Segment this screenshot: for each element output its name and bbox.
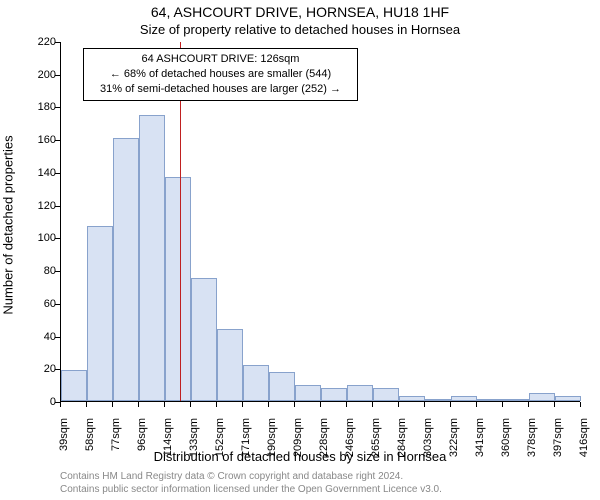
x-tick-mark [398, 402, 399, 407]
y-tick-label: 200 [32, 69, 56, 81]
y-tick-label: 140 [32, 167, 56, 179]
x-tick-mark [554, 402, 555, 407]
x-tick-mark [190, 402, 191, 407]
x-tick-label: 96sqm [136, 418, 148, 462]
credits-line-2: Contains public sector information licen… [60, 484, 442, 497]
x-tick-label: 190sqm [266, 418, 278, 462]
x-tick-mark [424, 402, 425, 407]
annotation-box: 64 ASHCOURT DRIVE: 126sqm← 68% of detach… [83, 48, 358, 101]
y-tick-label: 80 [32, 265, 56, 277]
x-tick-label: 228sqm [318, 418, 330, 462]
x-tick-label: 341sqm [474, 418, 486, 462]
annotation-line: 31% of semi-detached houses are larger (… [90, 82, 351, 97]
y-tick-label: 120 [32, 200, 56, 212]
x-tick-label: 209sqm [292, 418, 304, 462]
y-tick-label: 220 [32, 36, 56, 48]
chart-subtitle: Size of property relative to detached ho… [0, 22, 600, 37]
x-tick-label: 265sqm [370, 418, 382, 462]
y-tick-mark [55, 42, 60, 43]
y-tick-mark [55, 271, 60, 272]
plot-area: 64 ASHCOURT DRIVE: 126sqm← 68% of detach… [60, 42, 580, 402]
x-tick-label: 58sqm [84, 418, 96, 462]
y-tick-label: 60 [32, 298, 56, 310]
histogram-bar [87, 226, 113, 401]
y-tick-mark [55, 369, 60, 370]
histogram-bar [243, 365, 269, 401]
chart-title: 64, ASHCOURT DRIVE, HORNSEA, HU18 1HF [0, 4, 600, 20]
x-tick-mark [268, 402, 269, 407]
y-tick-mark [55, 173, 60, 174]
annotation-line: 64 ASHCOURT DRIVE: 126sqm [90, 52, 351, 67]
x-tick-mark [320, 402, 321, 407]
y-tick-label: 40 [32, 331, 56, 343]
x-tick-mark [138, 402, 139, 407]
x-tick-label: 171sqm [240, 418, 252, 462]
histogram-bar [165, 177, 191, 401]
credits-line-1: Contains HM Land Registry data © Crown c… [60, 471, 442, 484]
x-tick-mark [580, 402, 581, 407]
histogram-bar [295, 385, 321, 401]
y-tick-label: 180 [32, 101, 56, 113]
histogram-bar [139, 115, 165, 401]
x-tick-label: 303sqm [422, 418, 434, 462]
histogram-bar [399, 396, 425, 401]
y-tick-mark [55, 140, 60, 141]
x-tick-mark [476, 402, 477, 407]
histogram-bar [191, 278, 217, 401]
y-tick-mark [55, 75, 60, 76]
x-tick-label: 77sqm [110, 418, 122, 462]
x-tick-mark [112, 402, 113, 407]
x-tick-label: 39sqm [58, 418, 70, 462]
x-tick-mark [372, 402, 373, 407]
histogram-bar [425, 399, 451, 401]
x-tick-mark [294, 402, 295, 407]
y-tick-mark [55, 238, 60, 239]
y-tick-mark [55, 304, 60, 305]
x-tick-label: 284sqm [396, 418, 408, 462]
histogram-bar [217, 329, 243, 401]
x-tick-label: 133sqm [188, 418, 200, 462]
histogram-bar [373, 388, 399, 401]
x-tick-label: 152sqm [214, 418, 226, 462]
histogram-bar [503, 399, 529, 401]
x-tick-mark [164, 402, 165, 407]
x-tick-mark [86, 402, 87, 407]
y-tick-mark [55, 206, 60, 207]
x-tick-mark [60, 402, 61, 407]
x-tick-mark [450, 402, 451, 407]
histogram-bar [113, 138, 139, 401]
figure-container: 64, ASHCOURT DRIVE, HORNSEA, HU18 1HF Si… [0, 0, 600, 500]
x-tick-label: 322sqm [448, 418, 460, 462]
y-tick-mark [55, 337, 60, 338]
histogram-bar [347, 385, 373, 401]
x-tick-mark [502, 402, 503, 407]
histogram-bar [555, 396, 581, 401]
x-tick-label: 397sqm [552, 418, 564, 462]
x-tick-mark [242, 402, 243, 407]
x-tick-mark [346, 402, 347, 407]
x-tick-mark [528, 402, 529, 407]
x-tick-label: 246sqm [344, 418, 356, 462]
histogram-bar [529, 393, 555, 401]
x-tick-label: 114sqm [162, 418, 174, 462]
y-axis-label: Number of detached properties [1, 135, 16, 314]
x-tick-mark [216, 402, 217, 407]
histogram-bar [477, 399, 503, 401]
y-tick-label: 0 [32, 396, 56, 408]
histogram-bar [61, 370, 87, 401]
histogram-bar [269, 372, 295, 401]
x-tick-label: 378sqm [526, 418, 538, 462]
x-tick-label: 416sqm [578, 418, 590, 462]
y-tick-label: 160 [32, 134, 56, 146]
y-tick-label: 100 [32, 232, 56, 244]
credits-block: Contains HM Land Registry data © Crown c… [60, 471, 442, 496]
histogram-bar [321, 388, 347, 401]
y-tick-label: 20 [32, 363, 56, 375]
annotation-line: ← 68% of detached houses are smaller (54… [90, 67, 351, 82]
x-tick-label: 360sqm [500, 418, 512, 462]
histogram-bar [451, 396, 477, 401]
y-tick-mark [55, 107, 60, 108]
